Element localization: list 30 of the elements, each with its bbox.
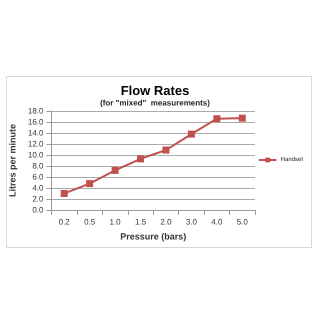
point: [213, 115, 220, 122]
x-tick-label: 1.5: [134, 218, 147, 226]
x-tick-label: 4.0: [211, 218, 223, 226]
y-tick-label: 2.0: [32, 194, 44, 204]
x-tick-label: 3.0: [186, 218, 198, 226]
point: [162, 146, 170, 154]
y-tick-label: 6.0: [32, 172, 44, 182]
point: [86, 180, 94, 188]
y-tick-label: 10.0: [28, 150, 44, 160]
point: [238, 114, 246, 122]
y-tick-label: 14.0: [28, 128, 44, 138]
y-tick-label: 16.0: [28, 118, 44, 126]
point: [60, 190, 68, 197]
point: [188, 130, 195, 138]
y-axis-title: Litres per minute: [8, 124, 18, 198]
y-tick-label: 12.0: [28, 140, 44, 148]
x-axis-title: Pressure (bars): [120, 232, 186, 242]
x-tick-label: 5.0: [236, 218, 248, 226]
y-tick-label: 0.0: [32, 206, 44, 214]
x-tick-label: 0.5: [84, 218, 96, 226]
y-tick-label: 8.0: [32, 162, 44, 170]
x-tick-label: 1.0: [110, 218, 122, 226]
y-tick-label: 18.0: [28, 106, 44, 116]
point: [112, 166, 119, 174]
point: [137, 155, 144, 162]
chart-title: Flow Rates: [120, 83, 190, 98]
x-tick-label: 0.2: [58, 218, 70, 226]
y-tick-label: 4.0: [32, 184, 44, 192]
x-tick-label: 2.0: [160, 218, 172, 226]
chart-subtitle: (for "mixed" measurements): [100, 98, 210, 108]
